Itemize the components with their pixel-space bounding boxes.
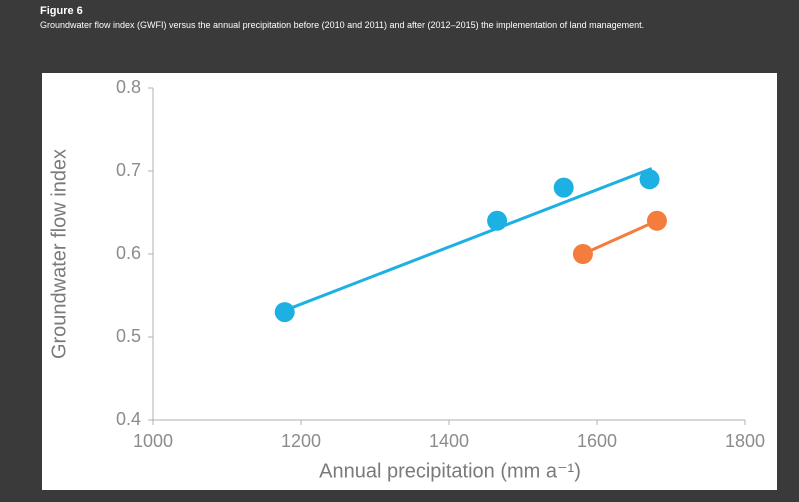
x-tick-label: 1000: [133, 431, 173, 451]
point: [572, 244, 593, 264]
point: [553, 177, 574, 198]
y-tick-label: 0.7: [116, 160, 141, 180]
y-tick-label: 0.5: [116, 326, 141, 346]
x-tick-label: 1800: [725, 431, 765, 451]
chart-panel: [42, 73, 777, 490]
y-tick-label: 0.4: [116, 409, 141, 429]
point: [487, 210, 508, 231]
point: [646, 210, 667, 231]
figure-caption: Groundwater flow index (GWFI) versus the…: [40, 20, 645, 30]
x-tick-label: 1600: [577, 431, 617, 451]
figure-title: Figure 6: [40, 5, 83, 17]
y-tick-label: 0.6: [116, 243, 141, 263]
x-tick-label: 1200: [281, 431, 321, 451]
x-axis-title: Annual precipitation (mm a⁻¹): [319, 460, 581, 482]
trend-line: [582, 219, 658, 256]
point: [274, 302, 295, 323]
trend-line: [284, 167, 653, 312]
point: [639, 169, 660, 190]
y-tick-label: 0.8: [116, 77, 141, 97]
y-axis-title: Groundwater flow index: [48, 149, 70, 359]
x-tick-label: 1400: [429, 431, 469, 451]
